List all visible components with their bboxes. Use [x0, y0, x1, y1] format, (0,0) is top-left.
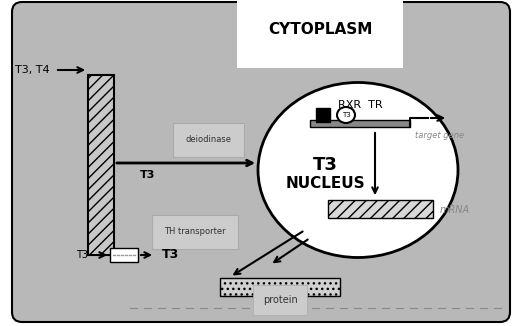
Text: T3: T3 [76, 250, 88, 260]
Text: T3: T3 [140, 170, 156, 180]
Ellipse shape [337, 107, 355, 123]
Text: CYTOPLASM: CYTOPLASM [268, 22, 372, 37]
Bar [316, 108, 330, 122]
Text: NUCLEUS: NUCLEUS [285, 175, 365, 190]
Text: RXR  TR: RXR TR [338, 100, 382, 110]
Text: T3, T4: T3, T4 [15, 65, 50, 75]
Text: protein: protein [263, 295, 297, 305]
FancyBboxPatch shape [12, 2, 510, 322]
Text: T3: T3 [161, 248, 179, 261]
Text: mRNA: mRNA [440, 205, 470, 215]
Text: T3: T3 [342, 112, 350, 118]
Bar [88, 75, 114, 255]
Bar [110, 248, 138, 262]
Ellipse shape [258, 82, 458, 258]
Text: target gene: target gene [415, 130, 464, 140]
Text: TH transporter: TH transporter [164, 228, 226, 236]
Bar [310, 120, 410, 127]
Text: deiodinase: deiodinase [185, 136, 231, 144]
Bar [328, 200, 433, 218]
Text: T3: T3 [312, 156, 337, 174]
Bar [220, 278, 340, 296]
